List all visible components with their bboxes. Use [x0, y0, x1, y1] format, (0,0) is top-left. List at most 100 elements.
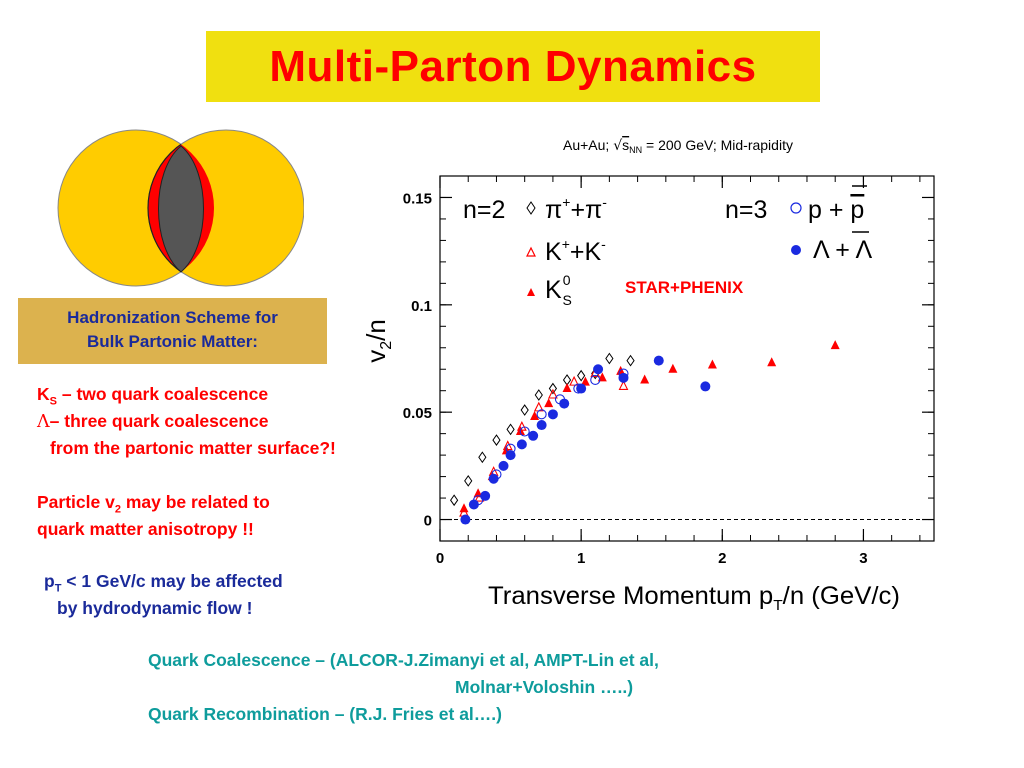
data-point: [590, 374, 601, 386]
legend-marker-kaon: [526, 246, 536, 257]
legend: n=2 π++π- K++K- K0 S STAR+PHENIX n=3 p + …: [463, 185, 872, 308]
page-title: Multi-Parton Dynamics: [269, 41, 757, 91]
v2-text-b: may be related to: [120, 492, 270, 512]
data-point: [618, 372, 629, 383]
annotation-star-phenix: STAR+PHENIX: [625, 278, 744, 297]
hadronization-line-1: Hadronization Scheme for: [67, 308, 278, 327]
data-point: [530, 410, 540, 420]
data-point: [528, 430, 539, 441]
data-point: [548, 382, 558, 395]
legend-marker-proton: [790, 202, 802, 214]
legend-kaon: K++K-: [545, 236, 606, 266]
data-point: [519, 426, 530, 437]
v2-note-line-2: quark matter anisotropy !!: [37, 519, 254, 539]
reference-line-3: Quark Recombination – (R.J. Fries et al……: [148, 704, 502, 724]
data-point: [480, 490, 491, 501]
y-tick-label: 0.1: [411, 298, 432, 315]
data-point: [640, 374, 650, 384]
data-point: [569, 375, 579, 386]
lambda-text: – three quark coalescence: [49, 411, 269, 431]
data-point: [536, 409, 547, 420]
ks-subscript: S: [49, 395, 57, 408]
data-point: [668, 363, 678, 373]
partonic-core: [158, 145, 204, 273]
y-tick-label: 0.05: [403, 405, 432, 422]
data-point: [626, 354, 635, 367]
chart-title: Au+Au; √sNN = 200 GeV; Mid-rapidity: [563, 137, 793, 155]
y-tick-label: 0.15: [403, 190, 432, 207]
data-point: [548, 388, 558, 399]
data-point: [516, 439, 527, 450]
data-point: [707, 359, 717, 369]
data-point: [700, 381, 711, 392]
pt-text-b: < 1 GeV/c may be affected: [61, 571, 283, 591]
data-point: [830, 340, 840, 350]
legend-pion: π++π-: [545, 194, 607, 224]
x-axis-label: Transverse Momentum p T/n (GeV/c): [488, 582, 900, 614]
data-point: [498, 460, 509, 471]
data-point: [464, 475, 473, 487]
venn-diagram: [57, 129, 304, 287]
data-point: [544, 398, 554, 408]
v2-subscript: 2: [114, 503, 121, 516]
title-banner: Multi-Parton Dynamics: [206, 31, 820, 102]
data-point: [577, 369, 586, 382]
data-point: [562, 383, 572, 393]
lambda-symbol: Λ: [37, 412, 50, 432]
legend-lambda: Λ + Λ: [813, 236, 872, 264]
pt-subscript: T: [54, 582, 62, 595]
data-point: [559, 398, 570, 409]
pt-note-line-2: by hydrodynamic flow !: [57, 598, 253, 618]
data-point: [450, 494, 459, 507]
legend-proton: p + p: [808, 196, 864, 224]
v2-text-a: Particle v: [37, 492, 115, 512]
legend-n3: n=3: [725, 196, 767, 224]
ks-symbol: K: [37, 384, 50, 404]
data-point: [478, 451, 487, 464]
reference-line-1: Quark Coalescence – (ALCOR-J.Zimanyi et …: [148, 650, 659, 670]
ks-note: KS – two quark coalescence: [37, 384, 268, 408]
reference-line-2: Molnar+Voloshin …..): [455, 677, 634, 697]
y-axis-label: v2/n: [361, 319, 395, 363]
data-point: [505, 450, 516, 461]
hadronization-box: Hadronization Scheme for Bulk Partonic M…: [18, 298, 327, 364]
y-tick-label: 0: [424, 513, 432, 530]
data-point: [506, 423, 515, 436]
x-tick-label: 1: [577, 550, 585, 567]
data-point: [653, 355, 664, 366]
svg-text:v2/n: v2/n: [361, 319, 395, 363]
ks-text: – two quark coalescence: [56, 384, 269, 404]
data-point: [576, 383, 587, 394]
hadronization-line-2: Bulk Partonic Matter:: [87, 332, 258, 351]
legend-n2: n=2: [463, 196, 505, 224]
legend-kshort: K0 S: [545, 272, 572, 308]
data-point: [468, 499, 479, 510]
pt-note-line-1: pT < 1 GeV/c may be affected: [44, 571, 283, 595]
data-point: [618, 380, 629, 390]
legend-marker-pion: [526, 201, 536, 215]
data-point: [605, 352, 614, 365]
x-tick-label: 2: [718, 550, 726, 567]
data-point: [767, 357, 777, 367]
data-point: [547, 409, 558, 420]
lambda-note: Λ– three quark coalescence: [37, 411, 269, 432]
v2-note-line-1: Particle v2 may be related to: [37, 492, 270, 516]
data-point: [534, 389, 543, 401]
data-point: [580, 376, 590, 386]
data-point: [488, 473, 499, 484]
x-tick-label: 0: [436, 550, 444, 567]
legend-marker-lambda: [791, 245, 801, 255]
legend-marker-kshort: [527, 288, 535, 296]
data-point: [593, 364, 604, 375]
data-point: [460, 514, 471, 525]
data-point: [492, 434, 501, 446]
x-tick-label: 3: [859, 550, 867, 567]
surface-note: from the partonic matter surface?!: [50, 438, 336, 458]
v2-chart: Au+Au; √sNN = 200 GeV; Mid-rapidity 0 0.0…: [361, 137, 935, 614]
pt-text-a: p: [44, 571, 55, 591]
data-point: [536, 420, 547, 431]
plot-frame: [439, 175, 935, 542]
data-markers: [450, 340, 840, 525]
data-point: [459, 503, 469, 513]
data-point: [520, 404, 529, 416]
